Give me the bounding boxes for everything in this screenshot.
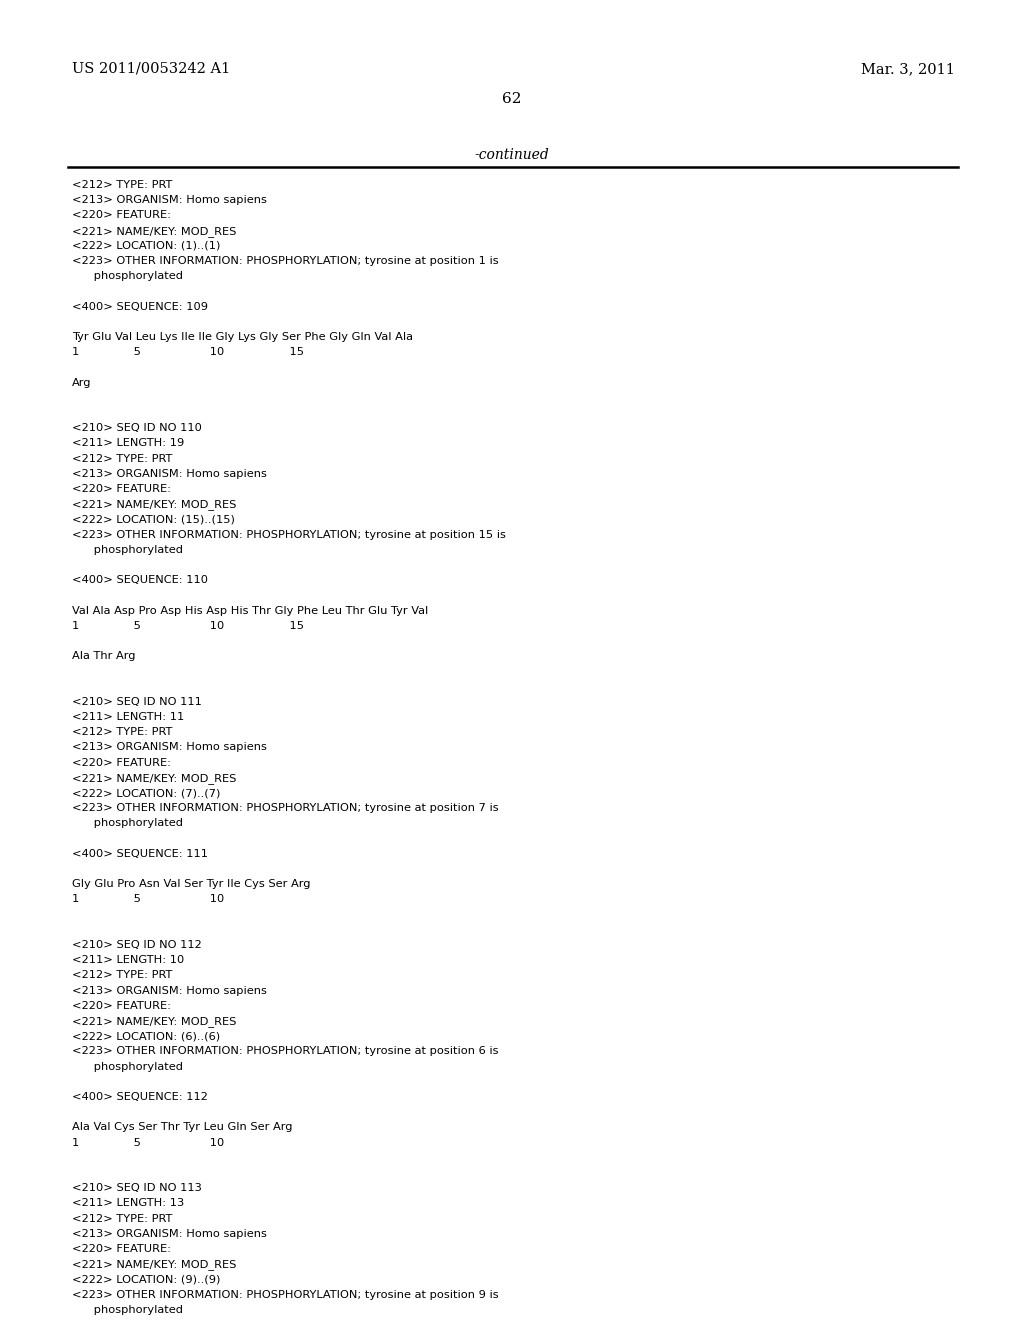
Text: <222> LOCATION: (6)..(6): <222> LOCATION: (6)..(6)	[72, 1031, 220, 1041]
Text: phosphorylated: phosphorylated	[72, 1061, 183, 1072]
Text: <222> LOCATION: (7)..(7): <222> LOCATION: (7)..(7)	[72, 788, 220, 799]
Text: <211> LENGTH: 11: <211> LENGTH: 11	[72, 711, 184, 722]
Text: Val Ala Asp Pro Asp His Asp His Thr Gly Phe Leu Thr Glu Tyr Val: Val Ala Asp Pro Asp His Asp His Thr Gly …	[72, 606, 428, 615]
Text: <223> OTHER INFORMATION: PHOSPHORYLATION; tyrosine at position 1 is: <223> OTHER INFORMATION: PHOSPHORYLATION…	[72, 256, 499, 267]
Text: Gly Glu Pro Asn Val Ser Tyr Ile Cys Ser Arg: Gly Glu Pro Asn Val Ser Tyr Ile Cys Ser …	[72, 879, 310, 890]
Text: <212> TYPE: PRT: <212> TYPE: PRT	[72, 180, 172, 190]
Text: <221> NAME/KEY: MOD_RES: <221> NAME/KEY: MOD_RES	[72, 499, 237, 510]
Text: <220> FEATURE:: <220> FEATURE:	[72, 484, 171, 494]
Text: <220> FEATURE:: <220> FEATURE:	[72, 210, 171, 220]
Text: <213> ORGANISM: Homo sapiens: <213> ORGANISM: Homo sapiens	[72, 195, 267, 205]
Text: <400> SEQUENCE: 109: <400> SEQUENCE: 109	[72, 301, 208, 312]
Text: US 2011/0053242 A1: US 2011/0053242 A1	[72, 62, 230, 77]
Text: <210> SEQ ID NO 111: <210> SEQ ID NO 111	[72, 697, 202, 706]
Text: <222> LOCATION: (1)..(1): <222> LOCATION: (1)..(1)	[72, 240, 220, 251]
Text: <221> NAME/KEY: MOD_RES: <221> NAME/KEY: MOD_RES	[72, 772, 237, 784]
Text: <211> LENGTH: 19: <211> LENGTH: 19	[72, 438, 184, 449]
Text: <212> TYPE: PRT: <212> TYPE: PRT	[72, 1213, 172, 1224]
Text: phosphorylated: phosphorylated	[72, 271, 183, 281]
Text: Mar. 3, 2011: Mar. 3, 2011	[861, 62, 955, 77]
Text: <220> FEATURE:: <220> FEATURE:	[72, 1001, 171, 1011]
Text: <210> SEQ ID NO 113: <210> SEQ ID NO 113	[72, 1183, 202, 1193]
Text: Arg: Arg	[72, 378, 91, 388]
Text: 1               5                   10                  15: 1 5 10 15	[72, 347, 304, 358]
Text: <212> TYPE: PRT: <212> TYPE: PRT	[72, 727, 172, 737]
Text: <211> LENGTH: 10: <211> LENGTH: 10	[72, 956, 184, 965]
Text: Ala Thr Arg: Ala Thr Arg	[72, 651, 135, 661]
Text: <223> OTHER INFORMATION: PHOSPHORYLATION; tyrosine at position 6 is: <223> OTHER INFORMATION: PHOSPHORYLATION…	[72, 1047, 499, 1056]
Text: <210> SEQ ID NO 110: <210> SEQ ID NO 110	[72, 424, 202, 433]
Text: <222> LOCATION: (9)..(9): <222> LOCATION: (9)..(9)	[72, 1274, 220, 1284]
Text: <220> FEATURE:: <220> FEATURE:	[72, 1243, 171, 1254]
Text: <400> SEQUENCE: 110: <400> SEQUENCE: 110	[72, 576, 208, 585]
Text: <222> LOCATION: (15)..(15): <222> LOCATION: (15)..(15)	[72, 515, 234, 524]
Text: <221> NAME/KEY: MOD_RES: <221> NAME/KEY: MOD_RES	[72, 1259, 237, 1270]
Text: phosphorylated: phosphorylated	[72, 818, 183, 829]
Text: <223> OTHER INFORMATION: PHOSPHORYLATION; tyrosine at position 9 is: <223> OTHER INFORMATION: PHOSPHORYLATION…	[72, 1290, 499, 1300]
Text: -continued: -continued	[475, 148, 549, 162]
Text: <400> SEQUENCE: 111: <400> SEQUENCE: 111	[72, 849, 208, 859]
Text: <212> TYPE: PRT: <212> TYPE: PRT	[72, 454, 172, 463]
Text: 1               5                   10: 1 5 10	[72, 1138, 224, 1147]
Text: <210> SEQ ID NO 112: <210> SEQ ID NO 112	[72, 940, 202, 950]
Text: <211> LENGTH: 13: <211> LENGTH: 13	[72, 1199, 184, 1208]
Text: 1               5                   10                  15: 1 5 10 15	[72, 620, 304, 631]
Text: <213> ORGANISM: Homo sapiens: <213> ORGANISM: Homo sapiens	[72, 469, 267, 479]
Text: <221> NAME/KEY: MOD_RES: <221> NAME/KEY: MOD_RES	[72, 1016, 237, 1027]
Text: <223> OTHER INFORMATION: PHOSPHORYLATION; tyrosine at position 7 is: <223> OTHER INFORMATION: PHOSPHORYLATION…	[72, 803, 499, 813]
Text: phosphorylated: phosphorylated	[72, 1304, 183, 1315]
Text: 62: 62	[502, 92, 522, 106]
Text: <213> ORGANISM: Homo sapiens: <213> ORGANISM: Homo sapiens	[72, 742, 267, 752]
Text: <212> TYPE: PRT: <212> TYPE: PRT	[72, 970, 172, 981]
Text: <400> SEQUENCE: 112: <400> SEQUENCE: 112	[72, 1092, 208, 1102]
Text: phosphorylated: phosphorylated	[72, 545, 183, 554]
Text: <213> ORGANISM: Homo sapiens: <213> ORGANISM: Homo sapiens	[72, 986, 267, 995]
Text: <213> ORGANISM: Homo sapiens: <213> ORGANISM: Homo sapiens	[72, 1229, 267, 1238]
Text: <223> OTHER INFORMATION: PHOSPHORYLATION; tyrosine at position 15 is: <223> OTHER INFORMATION: PHOSPHORYLATION…	[72, 529, 506, 540]
Text: Ala Val Cys Ser Thr Tyr Leu Gln Ser Arg: Ala Val Cys Ser Thr Tyr Leu Gln Ser Arg	[72, 1122, 293, 1133]
Text: <220> FEATURE:: <220> FEATURE:	[72, 758, 171, 768]
Text: <221> NAME/KEY: MOD_RES: <221> NAME/KEY: MOD_RES	[72, 226, 237, 236]
Text: 1               5                   10: 1 5 10	[72, 895, 224, 904]
Text: Tyr Glu Val Leu Lys Ile Ile Gly Lys Gly Ser Phe Gly Gln Val Ala: Tyr Glu Val Leu Lys Ile Ile Gly Lys Gly …	[72, 333, 413, 342]
